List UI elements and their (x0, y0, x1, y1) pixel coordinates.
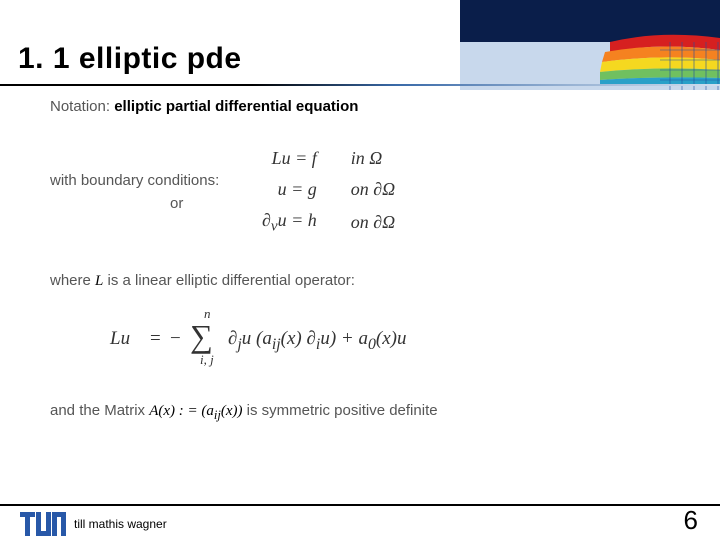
pde-equations-block: with boundary conditions: or Lu = f in Ω… (50, 143, 680, 242)
tum-logo (20, 512, 66, 536)
eq-2-domain: on ∂Ω (351, 179, 395, 199)
slide-content: Notation: elliptic partial differential … (50, 98, 680, 423)
matrix-post: is symmetric positive definite (243, 402, 438, 419)
notation-label: Notation: (50, 98, 110, 115)
author-name: till mathis wagner (74, 517, 167, 531)
header-simulation-graphic (460, 0, 720, 90)
where-line: where L is a linear elliptic differentia… (50, 272, 680, 290)
op-lhs: Lu (110, 328, 130, 350)
op-equals: = (150, 328, 161, 350)
bc-label: with boundary conditions: or (50, 170, 260, 215)
matrix-pre: and the Matrix (50, 402, 149, 419)
sum-sigma: ∑ (190, 318, 213, 355)
eq-1-lhs: Lu = f (272, 148, 317, 168)
where-post: is a linear elliptic differential operat… (103, 272, 355, 289)
matrix-line: and the Matrix A(x) : = (aij(x)) is symm… (50, 402, 680, 423)
notation-text: elliptic partial differential equation (114, 98, 358, 115)
eq-1-domain: in Ω (351, 148, 383, 168)
footer: till mathis wagner 6 (0, 504, 720, 540)
title-rule (0, 84, 720, 86)
eq-3-lhs: ∂νu = h (262, 210, 317, 230)
op-inner: ∂ju (aij(x) ∂iu) + a0(x)u (228, 328, 406, 354)
where-pre: where (50, 272, 95, 289)
slide-title: 1. 1 elliptic pde (18, 42, 242, 76)
eq-3-domain: on ∂Ω (351, 212, 395, 232)
sum-lower: i, j (200, 352, 214, 368)
bc-line1: with boundary conditions: (50, 170, 260, 193)
eq-2-lhs: u = g (278, 179, 317, 199)
matrix-def: A(x) : = (aij(x)) (149, 403, 242, 419)
operator-equation: Lu = − n ∑ i, j ∂ju (aij(x) ∂iu) + a0(x)… (110, 308, 680, 368)
op-minus: − (170, 328, 181, 350)
bc-line2: or (50, 193, 260, 216)
page-number: 6 (684, 505, 698, 536)
pde-system: Lu = f in Ω u = g on ∂Ω ∂νu = h on ∂Ω (260, 143, 411, 242)
notation-line: Notation: elliptic partial differential … (50, 98, 680, 115)
